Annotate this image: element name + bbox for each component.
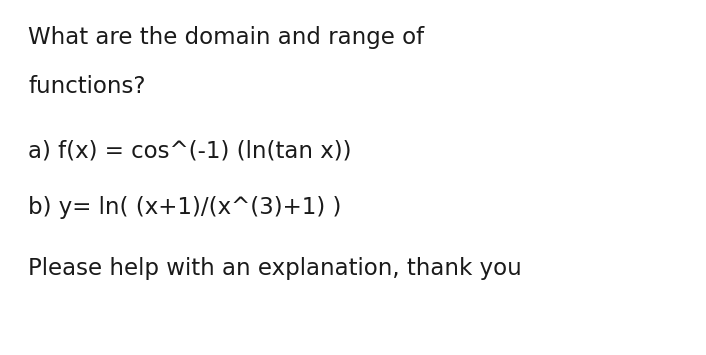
Text: functions?: functions? [28, 76, 145, 98]
Text: Please help with an explanation, thank you: Please help with an explanation, thank y… [28, 257, 522, 279]
Text: What are the domain and range of: What are the domain and range of [28, 26, 424, 49]
Text: a) f(x) = cos^(-1) (ln(tan x)): a) f(x) = cos^(-1) (ln(tan x)) [28, 140, 352, 162]
Text: b) y= ln( (x+1)/(x^(3)+1) ): b) y= ln( (x+1)/(x^(3)+1) ) [28, 196, 342, 219]
